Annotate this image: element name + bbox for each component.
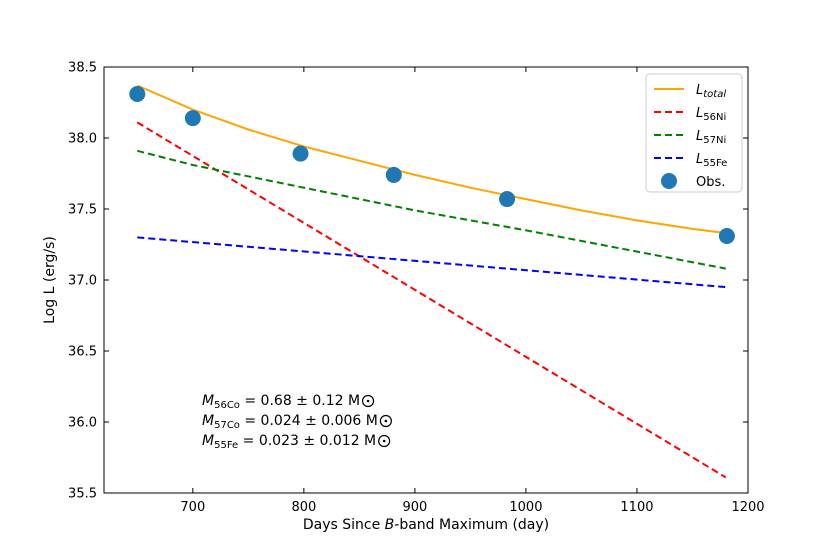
legend: Ltotal L56Ni L57Ni L55Fe Obs. — [645, 73, 743, 193]
solar-mass-symbol-dot — [366, 399, 370, 403]
series-line-total — [136, 84, 726, 235]
x-tick-label: 1100 — [620, 500, 653, 515]
plot-frame — [103, 66, 749, 494]
series-line-fe55 — [137, 236, 726, 289]
obs-point — [184, 110, 201, 127]
legend-swatch-obs — [661, 173, 677, 189]
solar-mass-symbol-dot — [382, 439, 386, 443]
x-axis-label: Days Since B-band Maximum (day) — [303, 517, 549, 533]
obs-point — [385, 166, 402, 183]
y-tick-label: 35.5 — [68, 487, 97, 502]
solar-mass-symbol-dot — [384, 419, 388, 423]
obs-point — [718, 227, 735, 244]
legend-box — [645, 73, 743, 193]
mass-annotations: M56Co = 0.68 ± 0.12 M M57Co = 0.024 ± 0.0… — [202, 393, 392, 451]
x-tick-label: 900 — [402, 500, 427, 515]
legend-label-total: Ltotal — [696, 83, 726, 100]
legend-label-ni57: L57Ni — [696, 129, 726, 146]
obs-point — [129, 85, 146, 102]
mass-annotation-text: M57Co = 0.024 ± 0.006 M — [202, 413, 378, 431]
x-tick-label: 1000 — [509, 500, 542, 515]
y-tick-label: 38.0 — [68, 132, 97, 147]
mass-annotation-text: M55Fe = 0.023 ± 0.012 M — [202, 433, 376, 451]
y-tick-label: 36.5 — [68, 345, 97, 360]
solar-mass-symbol — [378, 434, 391, 448]
solar-mass-symbol — [379, 414, 392, 428]
y-tick-label: 37.0 — [68, 274, 97, 289]
y-tick-label: 37.5 — [68, 203, 97, 218]
y-axis-label: Log L (erg/s) — [42, 236, 58, 324]
legend-label-obs: Obs. — [696, 175, 725, 190]
observations-layer — [129, 85, 735, 244]
y-tick-label: 38.5 — [68, 61, 97, 76]
obs-point — [292, 145, 309, 162]
mass-annotation-text: M56Co = 0.68 ± 0.12 M — [202, 393, 360, 411]
x-tick-label: 1200 — [731, 500, 764, 515]
tick-labels: 700 800 900 1000 1100 1200 35.5 36.0 36.5 37.0 37.… — [68, 61, 765, 516]
legend-label-ni56: L56Ni — [696, 106, 726, 123]
obs-point — [499, 191, 516, 208]
solar-mass-symbol — [361, 394, 375, 408]
x-tick-label: 700 — [180, 500, 205, 515]
series-line-ni57 — [137, 149, 726, 270]
y-tick-label: 36.0 — [68, 416, 97, 431]
series-layer — [136, 84, 727, 479]
legend-label-fe55: L55Fe — [696, 152, 727, 169]
series-line-ni56 — [136, 121, 727, 479]
x-tick-label: 800 — [291, 500, 316, 515]
